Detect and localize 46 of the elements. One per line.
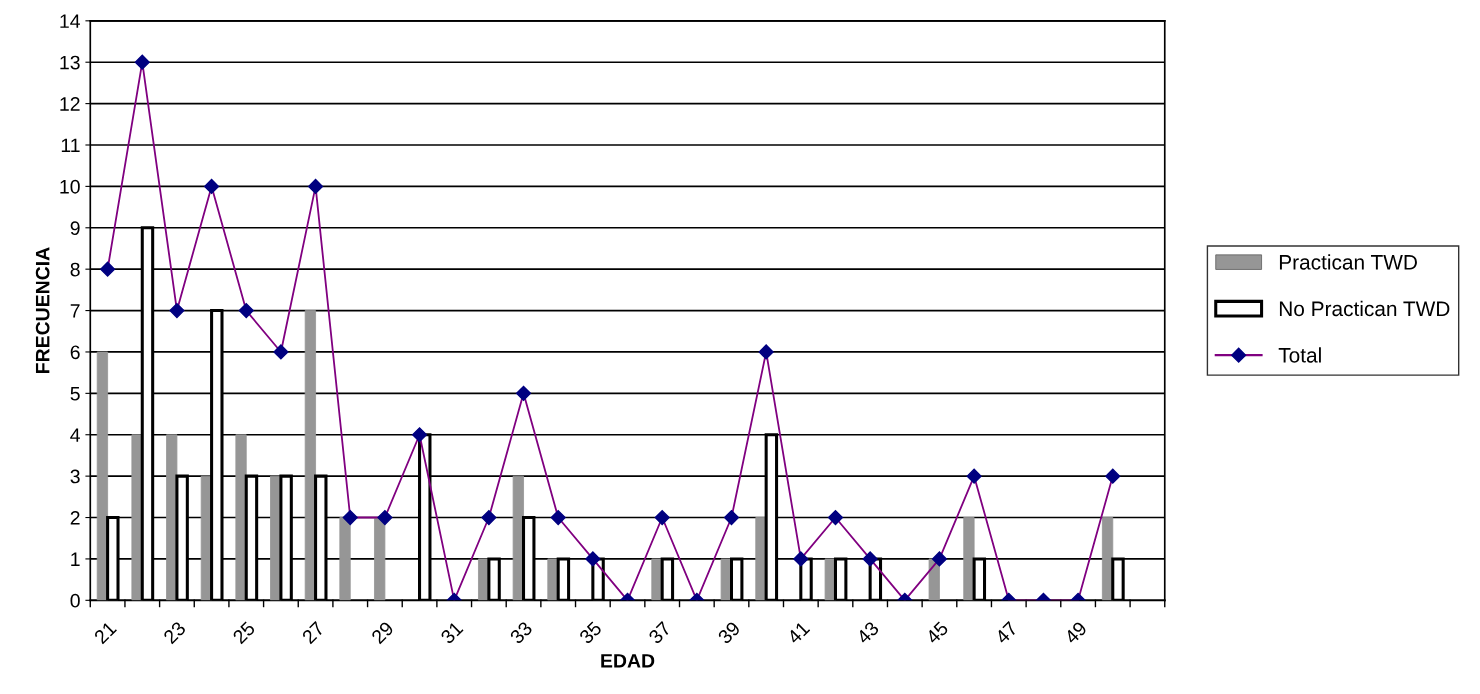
bar <box>304 310 316 601</box>
y-tick-label: 7 <box>70 304 80 318</box>
y-tick-label: 1 <box>71 552 80 566</box>
y-tick-label: 6 <box>70 345 80 360</box>
bar <box>963 517 975 601</box>
y-tick-label: 0 <box>70 593 80 608</box>
x-tick-label: 29 <box>370 620 395 645</box>
x-tick-label: 39 <box>717 620 741 645</box>
x-tick-label: 41 <box>786 620 811 645</box>
y-tick-label: 3 <box>70 469 80 484</box>
bar <box>96 351 109 601</box>
y-tick-label: 13 <box>60 55 80 70</box>
y-axis-title: FRECUENCIA <box>35 247 50 373</box>
y-tick-label: 10 <box>60 179 80 194</box>
bar <box>547 558 559 601</box>
x-axis-title: EDAD <box>601 654 655 668</box>
y-tick-label: 11 <box>61 138 80 153</box>
legend-label: Practican TWD <box>1279 254 1417 270</box>
x-tick-label: 21 <box>93 620 117 645</box>
bar <box>824 558 836 601</box>
x-tick-label: 45 <box>924 620 949 645</box>
bar <box>651 558 663 601</box>
x-tick-label: 49 <box>1063 620 1088 645</box>
bar <box>235 434 247 601</box>
x-tick-label: 33 <box>509 620 534 645</box>
x-tick-label: 31 <box>439 620 464 645</box>
y-tick-label: 4 <box>70 428 80 442</box>
x-tick-label: 47 <box>994 620 1019 645</box>
bar <box>720 558 732 601</box>
x-tick-label: 43 <box>855 620 880 645</box>
bar <box>512 475 524 601</box>
x-tick-label: 35 <box>578 620 603 645</box>
y-tick-label: 12 <box>60 97 80 111</box>
y-tick-label: 9 <box>70 221 80 236</box>
x-tick-label: 23 <box>162 620 187 645</box>
x-tick-label: 27 <box>301 620 325 645</box>
y-tick-label: 8 <box>70 262 80 277</box>
x-tick-label: 25 <box>232 620 256 645</box>
bar <box>374 517 386 601</box>
y-tick-label: 5 <box>70 387 80 401</box>
bar <box>339 517 351 601</box>
legend-label: Total <box>1278 347 1321 363</box>
legend-label: No Practican TWD <box>1279 300 1450 317</box>
y-tick-label: 14 <box>60 14 80 28</box>
y-tick-label: 2 <box>70 510 80 525</box>
x-tick-label: 37 <box>647 620 672 645</box>
